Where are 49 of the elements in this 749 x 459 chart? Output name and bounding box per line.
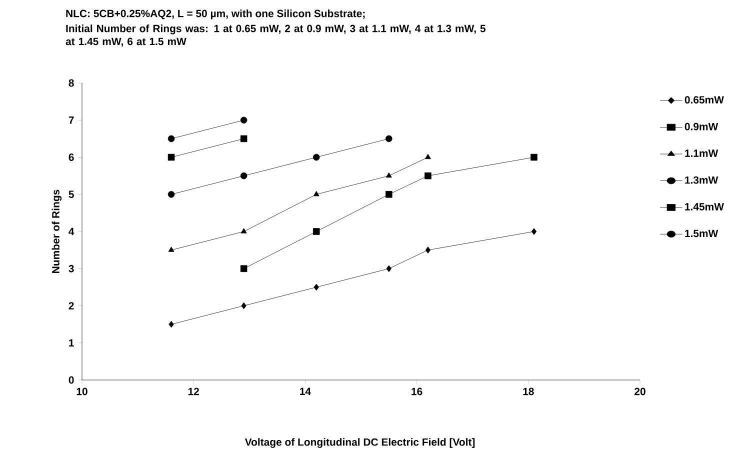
point bbox=[168, 135, 175, 142]
point bbox=[168, 154, 175, 161]
legend-label: 1.45mW bbox=[685, 203, 724, 210]
point bbox=[531, 228, 537, 235]
legend-label: 1.1mW bbox=[685, 150, 718, 157]
point bbox=[241, 302, 246, 310]
point bbox=[312, 154, 320, 161]
y-axis-title: Number of Rings bbox=[52, 190, 62, 273]
point bbox=[240, 172, 248, 180]
legend-label: 1.5mW bbox=[685, 230, 718, 238]
point bbox=[168, 320, 174, 328]
chart-title: NLC: 5CB+0.25%AQ2, L = 50 µm, with one Silicon Substrate; bbox=[66, 10, 365, 20]
x-axis-title: Voltage of Longitudinal DC Electric Field [Volt] bbox=[244, 438, 475, 448]
point bbox=[168, 246, 174, 252]
point bbox=[386, 265, 392, 272]
point bbox=[424, 172, 432, 180]
x-tick-label: 20 bbox=[634, 388, 646, 396]
y-tick-label: 2 bbox=[68, 302, 74, 310]
point bbox=[312, 228, 320, 235]
y-tick-label: 5 bbox=[68, 190, 74, 198]
x-tick-label: 10 bbox=[76, 388, 88, 396]
x-tick-label: 14 bbox=[300, 388, 311, 395]
point bbox=[386, 190, 392, 198]
point bbox=[386, 172, 392, 178]
y-tick-label: 1 bbox=[69, 339, 74, 346]
y-tick-label: 8 bbox=[68, 79, 74, 87]
y-tick-label: 0 bbox=[68, 376, 74, 384]
y-tick-label: 6 bbox=[68, 154, 74, 161]
point bbox=[240, 116, 248, 124]
point bbox=[386, 135, 392, 142]
point bbox=[240, 265, 248, 272]
point bbox=[425, 154, 431, 160]
x-tick-label: 18 bbox=[523, 388, 534, 396]
point bbox=[314, 284, 319, 291]
point bbox=[168, 190, 175, 198]
x-tick-label: 12 bbox=[188, 388, 199, 396]
legend-label: 1.3mW bbox=[685, 176, 718, 184]
point bbox=[313, 190, 320, 196]
y-tick-label: 7 bbox=[68, 116, 74, 124]
legend-label: 0.65mW bbox=[684, 96, 724, 104]
chart-subtitle: Initial Number of Rings was: 1 at 0.65 mW, 2 at 0.9 mW, 3 at 1.1 mW, 4 at 1.3 mW, 5 at 1.45 mW, 6 at 1.5 mW bbox=[66, 24, 486, 47]
point bbox=[240, 228, 247, 234]
y-tick-label: 3 bbox=[68, 264, 74, 272]
point bbox=[425, 246, 431, 254]
legend-label: 0.9mW bbox=[684, 122, 718, 130]
y-tick-label: 4 bbox=[68, 228, 74, 236]
x-tick-label: 16 bbox=[412, 388, 422, 396]
point bbox=[240, 135, 248, 142]
point bbox=[530, 154, 538, 161]
